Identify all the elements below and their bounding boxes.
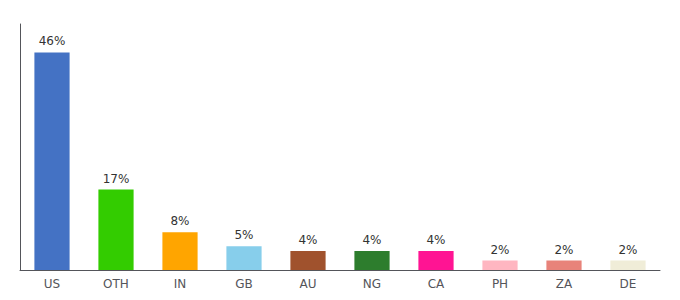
svg-text:5%: 5% <box>234 228 253 242</box>
svg-text:4%: 4% <box>426 233 445 247</box>
svg-text:2%: 2% <box>490 243 509 257</box>
svg-text:OTH: OTH <box>103 277 129 291</box>
svg-text:ZA: ZA <box>556 277 573 291</box>
svg-text:46%: 46% <box>39 34 66 48</box>
svg-text:PH: PH <box>492 277 508 291</box>
svg-text:2%: 2% <box>554 243 573 257</box>
svg-text:IN: IN <box>174 277 187 291</box>
svg-text:8%: 8% <box>170 214 189 228</box>
svg-text:DE: DE <box>620 277 637 291</box>
svg-text:US: US <box>44 277 60 291</box>
svg-text:4%: 4% <box>298 233 317 247</box>
svg-text:AU: AU <box>300 277 317 291</box>
svg-text:GB: GB <box>235 277 253 291</box>
svg-text:CA: CA <box>428 277 445 291</box>
svg-text:NG: NG <box>363 277 381 291</box>
svg-text:4%: 4% <box>362 233 381 247</box>
svg-text:2%: 2% <box>618 243 637 257</box>
svg-text:17%: 17% <box>103 172 130 186</box>
